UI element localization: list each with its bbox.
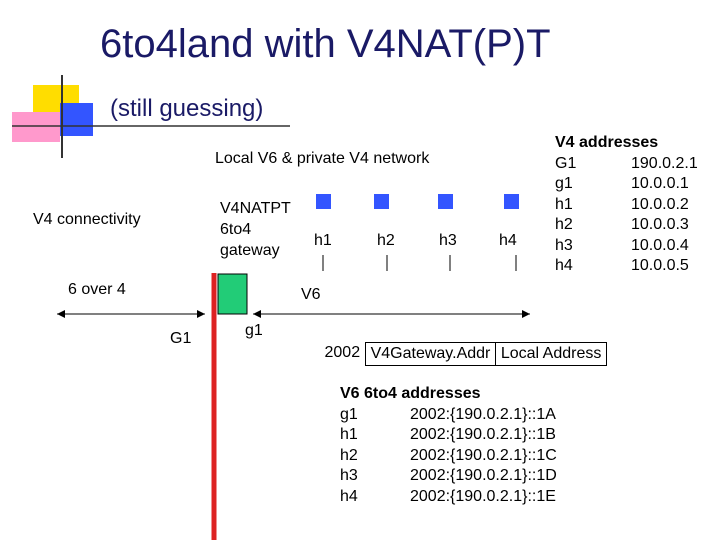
v4-address-heading: V4 addresses bbox=[555, 134, 659, 151]
v6-addr: 2002:{190.0.2.1}::1C bbox=[410, 446, 557, 464]
v4-address-row: h1 10.0.0.2 bbox=[555, 195, 698, 216]
v6-address-heading: V6 6to4 addresses bbox=[340, 385, 481, 402]
v6-address-row: h3 2002:{190.0.2.1}::1D bbox=[340, 466, 557, 487]
v6-address-row: g1 2002:{190.0.2.1}::1A bbox=[340, 405, 557, 426]
v4-address-row: g1 10.0.0.1 bbox=[555, 174, 698, 195]
v6-address-row: h2 2002:{190.0.2.1}::1C bbox=[340, 446, 557, 467]
v6-address-table: V6 6to4 addresses g1 2002:{190.0.2.1}::1A… bbox=[340, 384, 557, 507]
v4-addr: 10.0.0.2 bbox=[631, 195, 689, 213]
logo-pink-square bbox=[12, 112, 60, 142]
host-h4-label: h4 bbox=[499, 232, 517, 249]
v4-address-row: G1 190.0.2.1 bbox=[555, 154, 698, 175]
v6-label: V6 bbox=[301, 286, 321, 303]
v4-addr: 190.0.2.1 bbox=[631, 154, 698, 172]
v4-addr: 10.0.0.5 bbox=[631, 257, 689, 274]
v4-name: h2 bbox=[555, 216, 573, 233]
v4-addr: 10.0.0.3 bbox=[631, 216, 689, 233]
six-over-four-label: 6 over 4 bbox=[68, 281, 126, 298]
address-format-boxes: 2002 V4Gateway.Addr Local Address bbox=[323, 342, 608, 366]
format-local-address: Local Address bbox=[494, 342, 608, 366]
gateway-label: V4NATPT 6to4 gateway bbox=[220, 198, 291, 261]
format-prefix: 2002 bbox=[324, 344, 361, 361]
v4-connectivity-arrow bbox=[57, 310, 205, 318]
logo-blue-square bbox=[60, 103, 93, 136]
host-h3-label: h3 bbox=[439, 232, 457, 249]
G1-label: G1 bbox=[170, 330, 192, 347]
v6-name: h2 bbox=[340, 446, 358, 464]
v6-addr: 2002:{190.0.2.1}::1A bbox=[410, 405, 556, 423]
v6-addr: 2002:{190.0.2.1}::1D bbox=[410, 467, 557, 484]
host-h4-icon bbox=[504, 194, 519, 209]
v6-address-row: h4 2002:{190.0.2.1}::1E bbox=[340, 487, 557, 508]
v6-name: h4 bbox=[340, 487, 358, 505]
v6-addr: 2002:{190.0.2.1}::1E bbox=[410, 487, 556, 505]
v4-name: g1 bbox=[555, 175, 573, 192]
host-h1-label: h1 bbox=[314, 232, 332, 249]
host-h1-icon bbox=[316, 194, 331, 209]
v6-arrow bbox=[253, 310, 530, 318]
v4-address-table: V4 addresses G1 190.0.2.1 g1 10.0.0.1 h1 10… bbox=[555, 133, 698, 277]
g1-label: g1 bbox=[245, 322, 263, 339]
page-subtitle: (still guessing) bbox=[110, 95, 264, 122]
v6-name: g1 bbox=[340, 405, 358, 423]
v6-name: h1 bbox=[340, 426, 358, 443]
gateway-line3: gateway bbox=[220, 242, 280, 259]
v6-addr: 2002:{190.0.2.1}::1B bbox=[410, 426, 556, 443]
format-gateway-addr: V4Gateway.Addr bbox=[364, 342, 497, 366]
page-title: 6to4land with V4NAT(P)T bbox=[100, 22, 551, 66]
v4-name: G1 bbox=[555, 154, 577, 172]
v4-name: h3 bbox=[555, 236, 573, 254]
host-h3-icon bbox=[438, 194, 453, 209]
gateway-box bbox=[217, 273, 248, 315]
v4-name: h1 bbox=[555, 195, 573, 213]
v4-addr: 10.0.0.4 bbox=[631, 236, 689, 254]
v4-name: h4 bbox=[555, 257, 573, 274]
gateway-line2: 6to4 bbox=[220, 221, 252, 238]
v4-address-row: h2 10.0.0.3 bbox=[555, 215, 698, 236]
gateway-line1: V4NATPT bbox=[220, 200, 291, 217]
v4-addr: 10.0.0.1 bbox=[631, 175, 689, 192]
v4-address-row: h4 10.0.0.5 bbox=[555, 256, 698, 277]
v4-address-row: h3 10.0.0.4 bbox=[555, 236, 698, 257]
host-h2-label: h2 bbox=[377, 232, 395, 249]
v6-address-row: h1 2002:{190.0.2.1}::1B bbox=[340, 425, 557, 446]
v6-name: h3 bbox=[340, 467, 358, 484]
host-h2-icon bbox=[374, 194, 389, 209]
network-label: Local V6 & private V4 network bbox=[215, 150, 430, 167]
v4-connectivity-label: V4 connectivity bbox=[33, 211, 141, 228]
